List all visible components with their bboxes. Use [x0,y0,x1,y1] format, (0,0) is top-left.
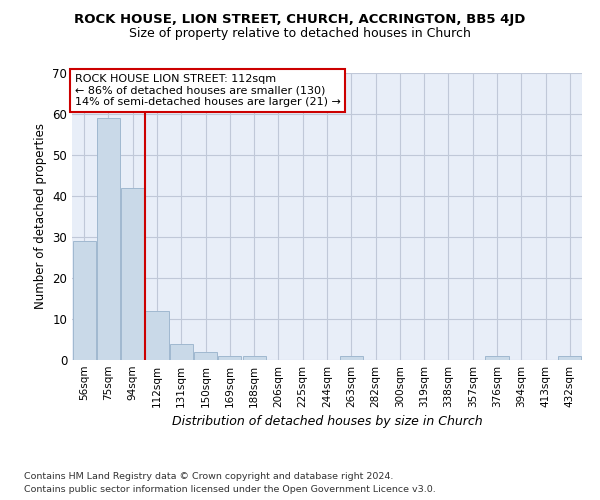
Bar [485,356,509,360]
Bar [194,352,217,360]
Bar [340,356,363,360]
Bar [97,118,120,360]
Bar [121,188,144,360]
Bar [170,344,193,360]
Bar [559,356,581,360]
Bar [242,356,266,360]
Text: Contains HM Land Registry data © Crown copyright and database right 2024.: Contains HM Land Registry data © Crown c… [24,472,394,481]
X-axis label: Distribution of detached houses by size in Church: Distribution of detached houses by size … [172,416,482,428]
Bar [218,356,241,360]
Y-axis label: Number of detached properties: Number of detached properties [34,123,47,309]
Bar [73,241,95,360]
Text: Contains public sector information licensed under the Open Government Licence v3: Contains public sector information licen… [24,485,436,494]
Text: ROCK HOUSE LION STREET: 112sqm
← 86% of detached houses are smaller (130)
14% of: ROCK HOUSE LION STREET: 112sqm ← 86% of … [74,74,340,107]
Text: Size of property relative to detached houses in Church: Size of property relative to detached ho… [129,28,471,40]
Bar [145,310,169,360]
Text: ROCK HOUSE, LION STREET, CHURCH, ACCRINGTON, BB5 4JD: ROCK HOUSE, LION STREET, CHURCH, ACCRING… [74,12,526,26]
